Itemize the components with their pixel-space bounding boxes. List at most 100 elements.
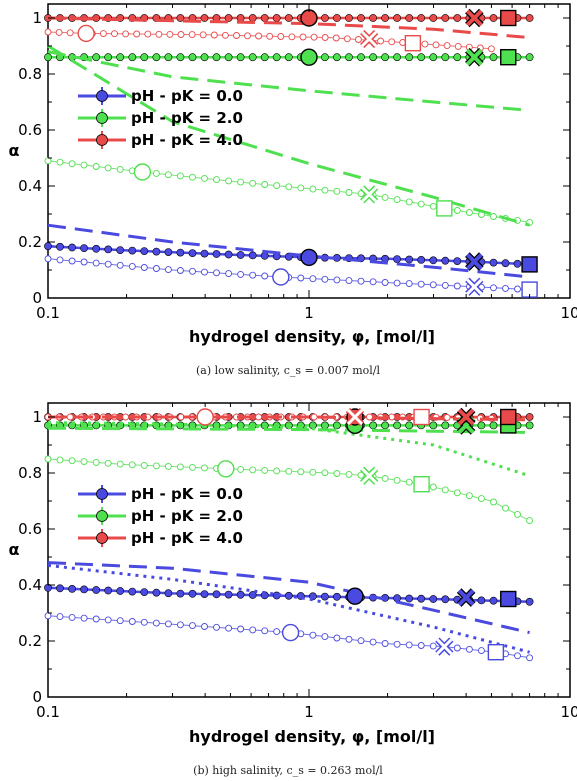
ticks-b: 0.1 1 10 0 0.2 0.4 0.6 0.8 1 xyxy=(18,403,577,721)
data-point xyxy=(200,14,209,22)
data-point xyxy=(381,53,389,62)
data-point xyxy=(405,641,413,649)
data-point xyxy=(104,616,112,624)
data-point xyxy=(477,495,485,503)
data-point xyxy=(155,30,163,38)
data-point xyxy=(453,489,461,497)
data-point xyxy=(188,53,197,62)
data-point xyxy=(68,257,76,265)
data-point xyxy=(80,614,88,622)
data-point xyxy=(68,585,76,593)
data-point xyxy=(92,163,100,170)
data-point xyxy=(255,413,263,421)
data-point xyxy=(393,279,401,287)
data-point xyxy=(489,14,498,22)
marker-square xyxy=(404,35,422,52)
data-point xyxy=(333,276,341,284)
data-point xyxy=(189,267,196,275)
data-point xyxy=(44,28,52,36)
data-point xyxy=(377,37,385,45)
data-point xyxy=(92,259,100,267)
data-point xyxy=(44,242,52,251)
data-point xyxy=(487,45,495,53)
data-point xyxy=(429,595,438,603)
marker-circle xyxy=(300,9,318,27)
data-point xyxy=(393,196,401,204)
marker-x xyxy=(457,589,475,607)
y-tick-label: 0.8 xyxy=(18,65,42,83)
data-point xyxy=(80,585,88,594)
data-point xyxy=(212,53,221,62)
data-point xyxy=(128,587,137,596)
data-point xyxy=(441,421,450,430)
data-point xyxy=(417,53,426,62)
data-point xyxy=(133,30,141,38)
data-point xyxy=(260,14,269,22)
data-point xyxy=(332,421,341,430)
data-point xyxy=(176,621,184,629)
data-point xyxy=(345,189,353,196)
data-point xyxy=(489,53,498,62)
data-point xyxy=(357,637,365,645)
data-point xyxy=(128,53,137,62)
data-point xyxy=(116,587,125,595)
data-point xyxy=(116,165,124,173)
data-point xyxy=(429,421,438,430)
data-point xyxy=(188,589,197,598)
data-point xyxy=(297,468,305,476)
y-tick-label: 0.6 xyxy=(18,520,42,538)
marker-x xyxy=(361,30,378,48)
data-point xyxy=(140,53,149,62)
data-point xyxy=(200,590,209,598)
data-point xyxy=(453,644,461,652)
data-point xyxy=(164,266,172,274)
marker-square xyxy=(500,590,517,608)
data-point xyxy=(189,463,196,471)
data-point xyxy=(189,622,196,630)
data-point xyxy=(176,589,185,598)
data-point xyxy=(244,32,251,40)
legend-entry-red-a: pH - pK = 4.0 xyxy=(78,131,243,149)
marker-x xyxy=(466,278,483,295)
data-point xyxy=(393,255,401,263)
data-point xyxy=(56,456,64,464)
data-point xyxy=(152,588,161,597)
data-point xyxy=(44,583,52,592)
data-point xyxy=(366,413,373,421)
data-point xyxy=(272,14,281,22)
marker-circle xyxy=(300,248,318,267)
data-point xyxy=(429,642,437,650)
data-point xyxy=(525,413,534,421)
data-point xyxy=(320,592,329,601)
data-point xyxy=(221,31,229,39)
data-point xyxy=(502,284,509,292)
data-point xyxy=(104,586,113,595)
data-point xyxy=(201,623,208,630)
data-point xyxy=(164,620,172,628)
data-point xyxy=(92,615,100,623)
data-point xyxy=(345,470,353,478)
data-point xyxy=(417,280,425,288)
legend-label: pH - pK = 2.0 xyxy=(131,109,243,127)
data-point xyxy=(224,250,233,259)
y-axis-label-a: α xyxy=(9,141,20,160)
marker-circle xyxy=(272,268,290,286)
legend-entry-red-b: pH - pK = 4.0 xyxy=(78,529,243,547)
data-point xyxy=(68,457,76,465)
data-point xyxy=(237,178,245,186)
data-point xyxy=(421,40,429,48)
data-point xyxy=(261,272,269,280)
data-point xyxy=(284,53,293,62)
data-point xyxy=(441,53,450,62)
data-point xyxy=(321,633,329,641)
data-point xyxy=(381,640,389,647)
caption-a: (a) low salinity, c_s = 0.007 mol/l xyxy=(196,364,380,377)
legend-label: pH - pK = 2.0 xyxy=(131,507,243,525)
data-point xyxy=(225,270,233,278)
data-point xyxy=(405,14,414,22)
x-tick-label: 10 xyxy=(560,703,577,721)
data-point xyxy=(369,53,377,62)
data-point xyxy=(490,284,497,292)
data-point xyxy=(201,464,208,472)
data-point xyxy=(429,53,438,62)
